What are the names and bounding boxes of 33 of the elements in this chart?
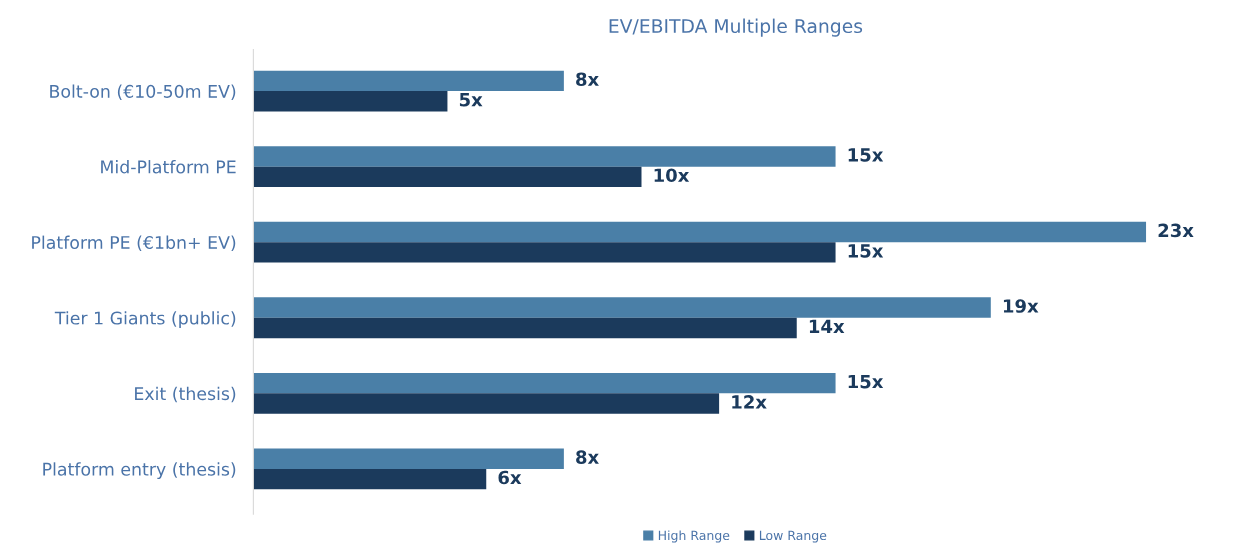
bar	[253, 70, 564, 92]
y-tick-label: Tier 1 Giants (public)	[54, 311, 236, 328]
legend-label: Low Range	[759, 530, 827, 543]
y-tick-label: Mid-Platform PE	[101, 160, 236, 174]
data-label: 6x	[498, 470, 522, 485]
bar	[253, 297, 991, 318]
bar	[253, 242, 836, 263]
data-label: 19x	[1003, 299, 1039, 313]
y-tick-label: Platform entry (thesis)	[43, 462, 236, 480]
data-label: 15x	[848, 374, 884, 389]
data-label: 14x	[809, 319, 845, 333]
bar	[253, 91, 448, 112]
bar	[253, 146, 836, 167]
data-label: 8x	[576, 450, 599, 464]
bar	[253, 468, 487, 490]
data-label: 8x	[576, 72, 599, 87]
legend-label: High Range	[658, 530, 730, 543]
bar	[253, 317, 797, 339]
bar	[253, 166, 642, 188]
y-tick-label: Exit (thesis)	[135, 386, 236, 403]
bar	[253, 448, 564, 469]
bar	[253, 372, 836, 394]
data-label: 23x	[1158, 223, 1194, 238]
bar	[253, 393, 720, 414]
data-label: 15x	[848, 244, 884, 258]
y-tick-label: Platform PE (€1bn+ EV)	[32, 235, 236, 252]
chart-title: EV/EBITDA Multiple Ranges	[609, 18, 863, 37]
data-label: 10x	[654, 168, 690, 183]
data-label: 12x	[732, 395, 767, 409]
bar	[253, 221, 1147, 243]
data-label: 5x	[459, 93, 483, 107]
y-tick-label: Bolt-on (€10-50m EV)	[50, 84, 236, 100]
data-label: 15x	[848, 148, 884, 162]
